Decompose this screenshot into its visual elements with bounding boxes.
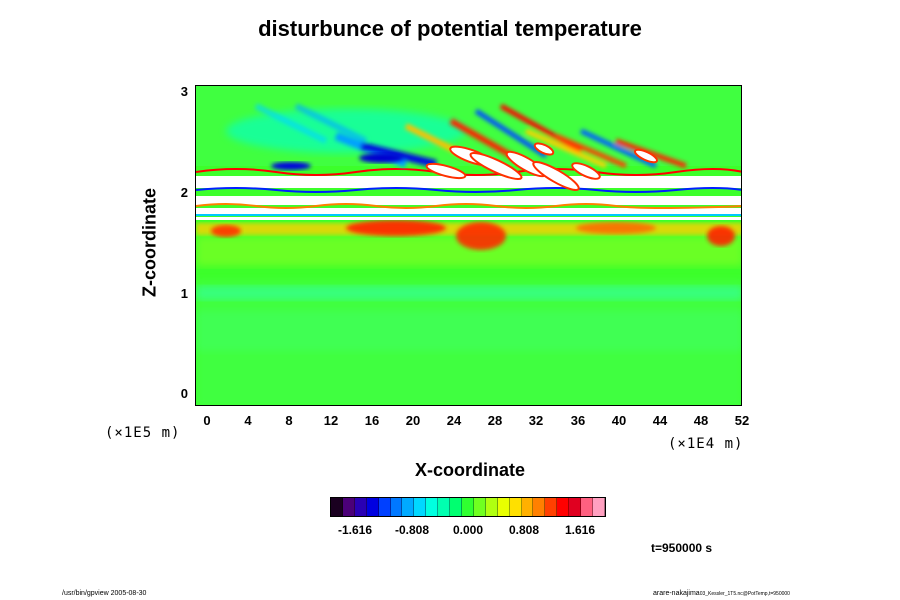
colorbar bbox=[330, 497, 606, 517]
y-axis-label: Z-coordinate bbox=[139, 188, 160, 298]
colorbar-swatch bbox=[533, 498, 546, 516]
x-tick-label: 36 bbox=[570, 413, 586, 428]
colorbar-swatch bbox=[485, 498, 498, 516]
y-axis-units: (×1E5 m) bbox=[105, 425, 181, 441]
x-axis-label: X-coordinate bbox=[414, 460, 525, 480]
colorbar-swatch bbox=[521, 498, 534, 516]
x-axis-units: (×1E4 m) bbox=[668, 436, 744, 452]
x-tick-label: 12 bbox=[323, 413, 339, 428]
y-tick-label: 3 bbox=[180, 84, 188, 99]
x-tick-label: 40 bbox=[611, 413, 627, 428]
colorbar-swatch bbox=[390, 498, 403, 516]
colorbar-swatch bbox=[342, 498, 355, 516]
colorbar-swatch bbox=[331, 498, 343, 516]
y-tick-label: 0 bbox=[180, 386, 188, 401]
colorbar-swatch bbox=[450, 498, 462, 516]
colorbar-swatch bbox=[497, 498, 510, 516]
chart-title: disturbunce of potential temperature bbox=[258, 16, 642, 41]
footer-author: arare-nakajima bbox=[653, 590, 700, 597]
colorbar-swatch bbox=[402, 498, 415, 516]
x-tick-label: 24 bbox=[446, 413, 462, 428]
plot-area bbox=[195, 85, 742, 406]
x-tick-label: 0 bbox=[203, 413, 211, 428]
colorbar-tick-label: 0.808 bbox=[508, 523, 540, 537]
x-tick-label: 48 bbox=[693, 413, 709, 428]
footer-source: arare-nakajima03_Kessler_1T5.nc@PotTemp,… bbox=[653, 590, 790, 597]
time-label: t=950000 s bbox=[651, 541, 713, 555]
colorbar-swatch bbox=[414, 498, 427, 516]
colorbar-swatch bbox=[509, 498, 522, 516]
colorbar-swatch bbox=[378, 498, 391, 516]
colorbar-tick-label: 1.616 bbox=[564, 523, 596, 537]
colorbar-swatch bbox=[354, 498, 367, 516]
x-tick-label: 28 bbox=[487, 413, 503, 428]
colorbar-swatch bbox=[366, 498, 379, 516]
x-tick-label: 32 bbox=[528, 413, 544, 428]
x-tick-label: 20 bbox=[405, 413, 421, 428]
footer-file: 03_Kessler_1T5.nc@PotTemp,t=950000 bbox=[699, 591, 790, 597]
colorbar-tick-label: -0.808 bbox=[394, 523, 430, 537]
x-tick-label: 8 bbox=[285, 413, 293, 428]
heatmap-field bbox=[196, 86, 741, 405]
colorbar-swatch bbox=[545, 498, 558, 516]
colorbar-swatch bbox=[473, 498, 486, 516]
footer-command: /usr/bin/gpview 2005-08-30 bbox=[62, 590, 147, 597]
x-tick-label: 52 bbox=[734, 413, 750, 428]
colorbar-swatch bbox=[581, 498, 593, 516]
colorbar-tick-label: 0.000 bbox=[452, 523, 484, 537]
x-tick-label: 4 bbox=[244, 413, 252, 428]
colorbar-tick-label: -1.616 bbox=[337, 523, 373, 537]
y-tick-label: 2 bbox=[180, 185, 188, 200]
colorbar-swatch bbox=[461, 498, 474, 516]
x-tick-label: 44 bbox=[652, 413, 668, 428]
colorbar-swatch bbox=[557, 498, 570, 516]
colorbar-swatch bbox=[426, 498, 439, 516]
y-tick-label: 1 bbox=[180, 286, 188, 301]
x-tick-label: 16 bbox=[364, 413, 380, 428]
colorbar-swatch bbox=[438, 498, 451, 516]
colorbar-swatch bbox=[592, 498, 605, 516]
colorbar-swatch bbox=[569, 498, 582, 516]
